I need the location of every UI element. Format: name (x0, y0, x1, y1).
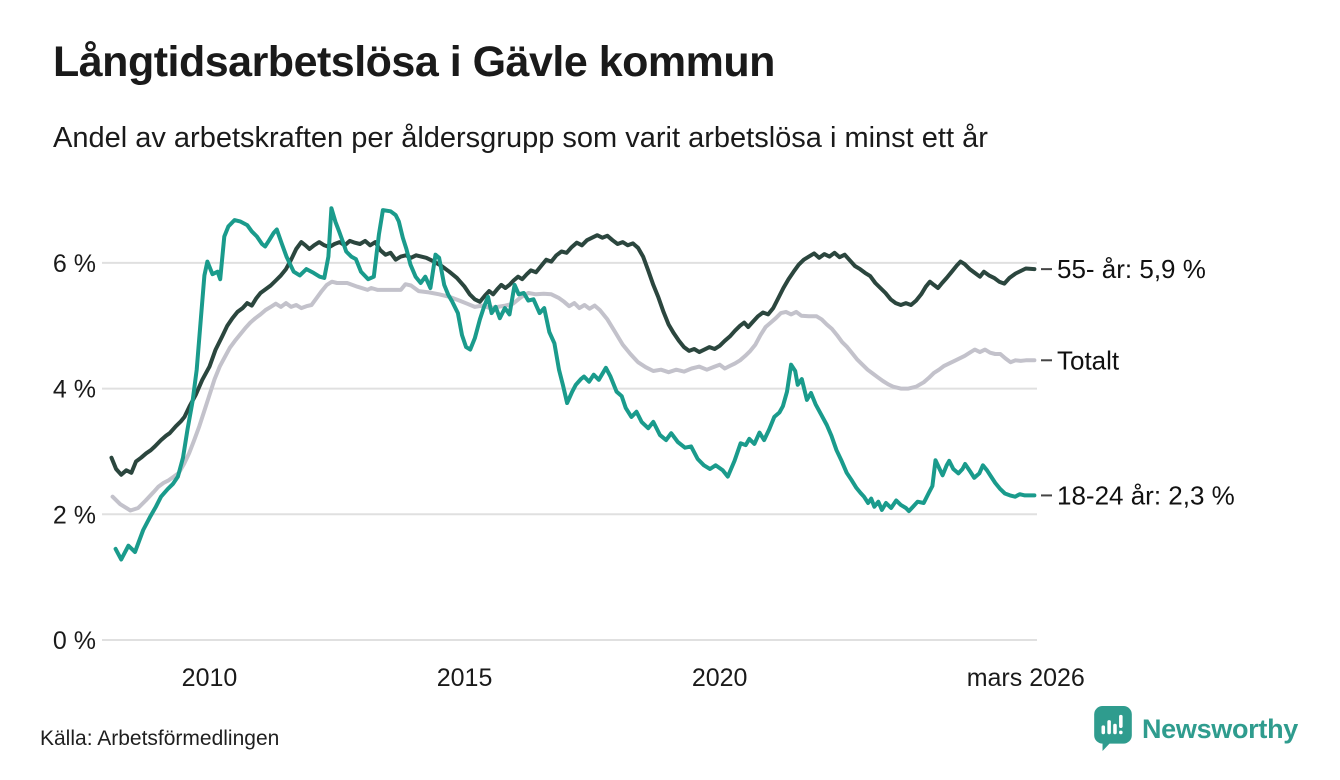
chart-subtitle: Andel av arbetskraften per åldersgrupp s… (53, 122, 988, 154)
y-tick-label-2: 2 % (53, 501, 96, 529)
end-label-18-24-ar: 18-24 år: 2,3 % (1057, 480, 1235, 510)
series-line-18-24-ar (113, 206, 1037, 562)
series-line-55-ar (109, 233, 1037, 477)
x-tick-label-2010: 2010 (182, 664, 238, 692)
x-tick-label-2015: 2015 (437, 664, 493, 692)
newsworthy-wordmark: Newsworthy (1141, 713, 1298, 744)
x-tick-label-mars-2026: mars 2026 (967, 664, 1085, 692)
x-tick-label-2020: 2020 (692, 664, 748, 692)
end-label-55-ar: 55- år: 5,9 % (1057, 254, 1206, 284)
end-label-totalt: Totalt (1057, 345, 1120, 375)
newsworthy-speech-bubble-bar-chart-icon (1094, 706, 1132, 751)
newsworthy-logo: Newsworthy (1093, 706, 1298, 752)
y-tick-label-0: 0 % (53, 627, 96, 655)
y-tick-label-4: 4 % (53, 376, 96, 404)
series-line-totalt (110, 279, 1037, 513)
chart-title: Långtidsarbetslösa i Gävle kommun (53, 38, 775, 86)
y-tick-label-6: 6 % (53, 250, 96, 278)
source-note: Källa: Arbetsförmedlingen (40, 727, 280, 750)
